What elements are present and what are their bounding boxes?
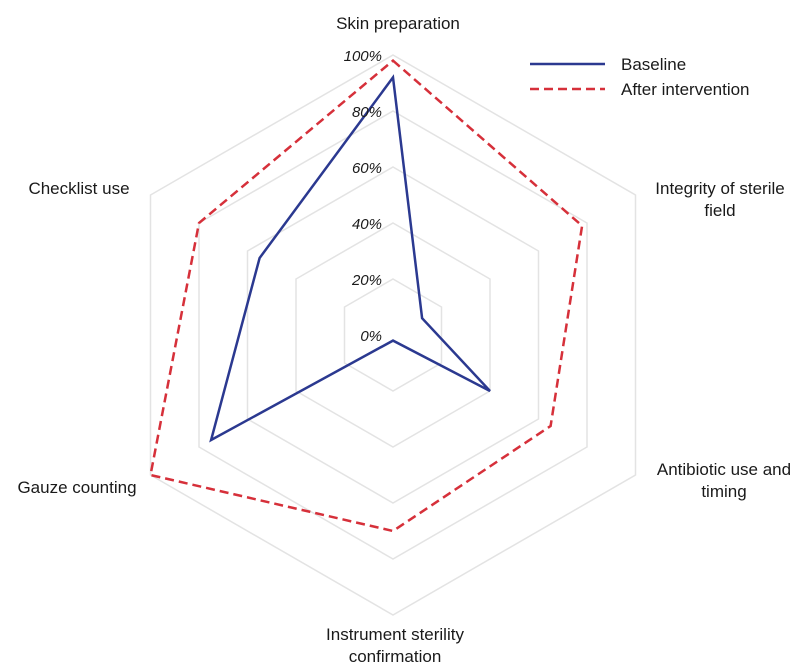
grid-ring	[295, 222, 491, 448]
series-line-after-intervention	[149, 58, 584, 533]
grid-ring	[246, 166, 540, 504]
series-layer	[149, 58, 584, 533]
tick-label: 0%	[360, 328, 382, 345]
axis-labels: Skin preparation Integrity of sterile fiel…	[17, 14, 791, 662]
axis-label-checklist-use: Checklist use	[28, 179, 129, 198]
grid-ring	[198, 110, 588, 560]
axis-label-integrity-of-sterile-field: Integrity of sterile field	[655, 179, 784, 220]
series-line-baseline	[209, 74, 491, 443]
tick-label: 40%	[352, 216, 382, 233]
radial-tick-labels: 0% 20% 40% 60% 80% 100%	[344, 48, 382, 345]
axis-label-instrument-sterility-confirmation: Instrument sterility confirmation	[326, 625, 464, 662]
legend-label-after-intervention: After intervention	[621, 80, 750, 99]
tick-label: 20%	[351, 272, 382, 289]
legend-label-baseline: Baseline	[621, 55, 686, 74]
radar-grid	[149, 54, 637, 616]
grid-ring	[343, 278, 443, 392]
axis-label-skin-preparation: Skin preparation	[336, 14, 460, 33]
tick-label: 100%	[344, 48, 382, 65]
axis-label-antibiotic-use-and-timing: Antibiotic use and timing	[657, 460, 791, 501]
tick-label: 80%	[352, 104, 382, 121]
axis-label-gauze-counting: Gauze counting	[17, 478, 136, 497]
tick-label: 60%	[352, 160, 382, 177]
legend: Baseline After intervention	[530, 55, 750, 99]
grid-ring	[149, 54, 637, 616]
